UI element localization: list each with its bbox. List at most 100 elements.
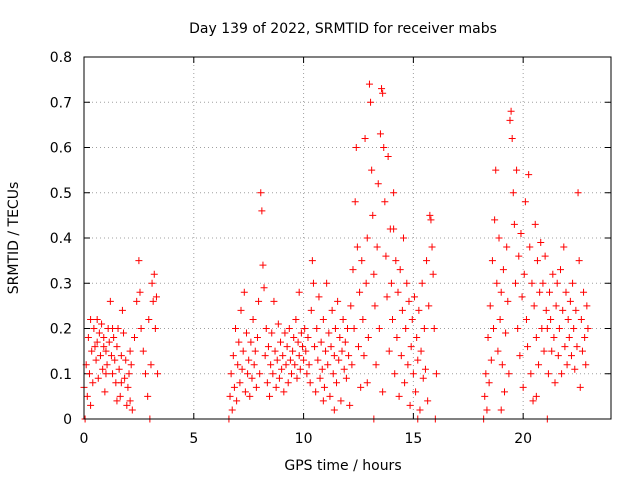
data-point xyxy=(109,325,117,332)
data-point xyxy=(573,343,581,351)
data-point xyxy=(356,288,364,296)
data-point xyxy=(584,325,592,332)
data-point xyxy=(420,325,428,332)
x-tick-label: 15 xyxy=(404,431,422,447)
data-point xyxy=(307,306,315,314)
data-point xyxy=(527,370,535,378)
data-point xyxy=(404,361,412,369)
data-point xyxy=(113,343,121,351)
data-point xyxy=(93,315,101,323)
data-point xyxy=(488,257,496,265)
data-point xyxy=(241,388,249,396)
data-point xyxy=(259,261,267,269)
data-point xyxy=(251,347,259,355)
data-point xyxy=(482,370,490,378)
data-point xyxy=(492,166,500,174)
data-point xyxy=(135,257,143,265)
data-point xyxy=(368,166,376,174)
data-point xyxy=(577,315,585,323)
data-point xyxy=(563,361,571,369)
data-point xyxy=(257,189,265,197)
data-point xyxy=(340,365,348,373)
data-point xyxy=(126,397,134,405)
data-point xyxy=(497,288,505,296)
data-point xyxy=(306,379,314,387)
data-point xyxy=(303,370,311,378)
data-point xyxy=(493,279,501,287)
data-point xyxy=(270,297,278,305)
data-point xyxy=(569,279,577,287)
data-point xyxy=(233,397,241,405)
data-point xyxy=(317,338,325,346)
data-point xyxy=(559,306,567,314)
data-point xyxy=(229,352,237,360)
data-point xyxy=(246,392,254,400)
data-point xyxy=(393,334,401,342)
data-point xyxy=(99,365,107,373)
data-point xyxy=(421,365,429,373)
data-point xyxy=(337,397,345,405)
data-point xyxy=(333,379,341,387)
data-point xyxy=(83,392,91,400)
data-point xyxy=(511,279,519,287)
data-point xyxy=(300,356,308,364)
data-point xyxy=(561,343,569,351)
data-point xyxy=(322,347,330,355)
data-point xyxy=(98,320,106,328)
data-point xyxy=(494,347,502,355)
data-point xyxy=(290,334,298,342)
data-point xyxy=(347,302,355,310)
data-point xyxy=(503,243,511,251)
data-point xyxy=(532,392,540,400)
data-point xyxy=(423,257,431,265)
data-point xyxy=(280,388,288,396)
data-point xyxy=(541,252,549,260)
data-point xyxy=(532,334,540,342)
data-point xyxy=(358,257,366,265)
data-point xyxy=(312,388,320,396)
data-point xyxy=(288,370,296,378)
x-tick-label: 20 xyxy=(514,431,532,447)
data-point xyxy=(566,297,574,305)
data-point xyxy=(269,370,277,378)
y-tick-label: 0 xyxy=(63,412,72,428)
data-point xyxy=(582,361,590,369)
data-point xyxy=(533,257,541,265)
data-point xyxy=(252,383,260,391)
data-point xyxy=(105,338,113,346)
data-points xyxy=(80,80,592,423)
data-point xyxy=(145,315,153,323)
x-tick-label: 10 xyxy=(295,431,313,447)
data-point xyxy=(405,297,413,305)
data-point xyxy=(283,343,291,351)
data-point xyxy=(497,406,505,414)
data-point xyxy=(109,370,117,378)
data-point xyxy=(390,189,398,197)
data-point xyxy=(401,379,409,387)
data-point xyxy=(382,252,390,260)
data-point xyxy=(255,297,263,305)
data-point xyxy=(516,352,524,360)
data-point xyxy=(425,302,433,310)
data-point xyxy=(562,288,570,296)
data-point xyxy=(379,388,387,396)
data-point xyxy=(128,406,136,414)
data-point xyxy=(392,257,400,265)
data-point xyxy=(107,352,115,360)
data-point xyxy=(426,211,434,219)
data-point xyxy=(378,85,386,93)
data-point xyxy=(311,343,319,351)
data-point xyxy=(374,180,382,188)
data-point xyxy=(93,338,101,346)
data-point xyxy=(94,374,102,382)
data-point xyxy=(289,347,297,355)
data-point xyxy=(342,374,350,382)
data-point xyxy=(277,338,285,346)
data-point xyxy=(521,198,529,206)
data-point xyxy=(116,392,124,400)
data-point xyxy=(297,329,305,337)
data-point xyxy=(380,144,388,151)
x-tick-label: 5 xyxy=(189,431,198,447)
data-point xyxy=(256,370,264,378)
